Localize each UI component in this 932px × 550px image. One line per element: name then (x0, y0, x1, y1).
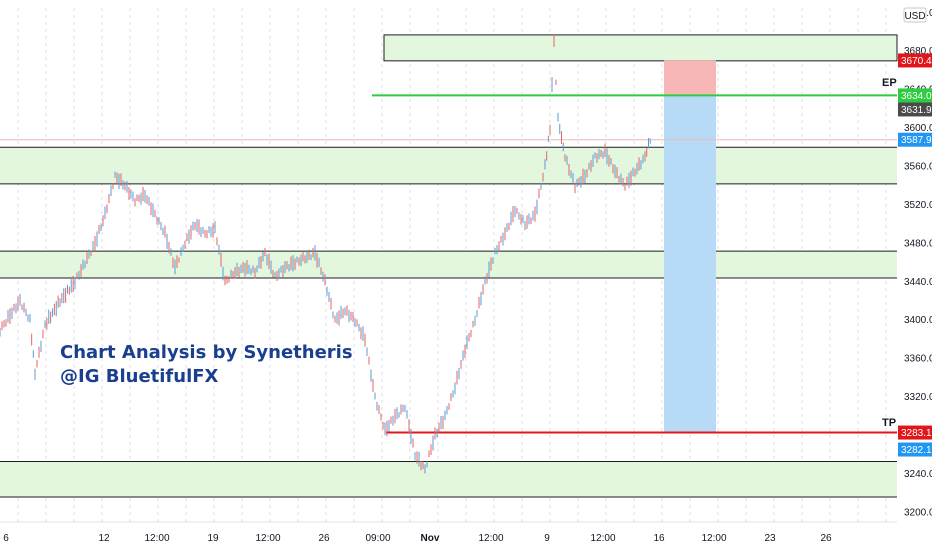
price-series (0, 34, 651, 474)
y-tick-label: 3360.0 (904, 354, 932, 365)
x-axis[interactable]: 6 12 12:00 19 12:00 26 09:00 Nov 12:00 9 12:00 16 12… (0, 521, 897, 544)
y-tick-label: 3320.0 (904, 392, 932, 403)
ep-label: EP (882, 77, 897, 89)
y-tick-label: 3600.0 (904, 123, 932, 134)
y-tick-label: 3400.0 (904, 315, 932, 326)
price-tag (898, 425, 932, 440)
watermark-line1: Chart Analysis by Synetheris (60, 342, 353, 363)
price-tags: 3670.4 3634.0 3631.9 3587.9 3283.1 3282.1 (898, 53, 932, 457)
x-tick-label: 26 (318, 533, 330, 544)
x-tick-label: 12:00 (478, 533, 503, 544)
take-profit-area[interactable] (664, 95, 716, 433)
zone-fill (384, 34, 897, 61)
y-tick-label: 3480.0 (904, 238, 932, 249)
price-tag-label: 3587.9 (901, 135, 932, 146)
currency-label: USD (904, 11, 925, 22)
x-tick-label: 12:00 (255, 533, 280, 544)
price-tag (898, 88, 932, 103)
x-tick-label: 12 (98, 533, 110, 544)
y-tick-label: 3520.0 (904, 200, 932, 211)
x-tick-label: 23 (764, 533, 776, 544)
price-tag-label: 3631.9 (901, 105, 932, 116)
x-tick-label: 16 (653, 533, 665, 544)
watermark-line2: @IG BluetifulFX (60, 366, 219, 387)
x-tick-label: Nov (421, 533, 440, 544)
tp-label: TP (882, 417, 896, 429)
x-tick-label: 12:00 (701, 533, 726, 544)
zone-fill (0, 251, 897, 278)
x-tick-label: 12:00 (590, 533, 615, 544)
y-tick-label: 3680.0 (904, 46, 932, 57)
x-tick-label: 26 (820, 533, 832, 544)
price-tag (898, 132, 932, 147)
y-tick-label: 3560.0 (904, 162, 932, 173)
y-tick-label: 3200.0 (904, 507, 932, 518)
currency-badge-frame (903, 7, 927, 23)
position-tool[interactable] (664, 60, 716, 433)
price-tag (898, 53, 932, 68)
gridlines (17, 8, 887, 522)
x-tick-label: 12:00 (144, 533, 169, 544)
currency-badge[interactable]: USD (903, 7, 927, 23)
zone-fill (0, 147, 897, 184)
y-tick-label: 3440.0 (904, 277, 932, 288)
price-tag-label: 3282.1 (901, 445, 932, 456)
stop-loss-area[interactable] (664, 60, 716, 96)
price-tag (898, 442, 932, 457)
price-levels (0, 94, 897, 434)
price-tag (898, 102, 932, 117)
x-tick-label: 9 (544, 533, 550, 544)
price-tag-label: 3283.1 (901, 428, 932, 439)
x-tick-label: 19 (207, 533, 219, 544)
x-tick-label: 09:00 (365, 533, 390, 544)
y-tick-label: 3240.0 (904, 469, 932, 480)
price-tag-label: 3670.4 (901, 56, 932, 67)
zone-border (383, 34, 898, 62)
price-tag-label: 3634.0 (901, 91, 932, 102)
zones (0, 34, 898, 498)
x-tick-label: 6 (3, 533, 9, 544)
zone-fill (0, 461, 897, 498)
